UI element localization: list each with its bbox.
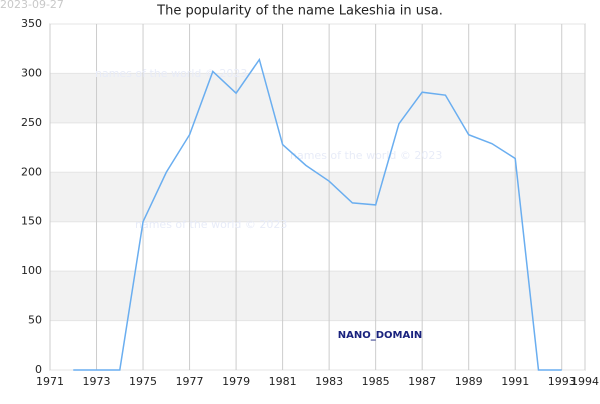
watermark: names of the world © 2023 (135, 218, 287, 231)
y-tick-label: 150 (21, 215, 42, 228)
x-tick-label: 1991 (501, 375, 529, 388)
x-tick-label: 1971 (36, 375, 64, 388)
grid-band (50, 73, 585, 123)
x-tick-label: 1977 (176, 375, 204, 388)
x-tick-label: 1979 (222, 375, 250, 388)
x-tick-label: 1994 (571, 375, 599, 388)
watermark: names of the world © 2023 (290, 149, 442, 162)
x-tick-label: 1989 (455, 375, 483, 388)
x-tick-label: 1987 (408, 375, 436, 388)
y-tick-label: 50 (28, 314, 42, 327)
date: 2023-09-27 (0, 0, 64, 11)
y-tick-label: 0 (35, 363, 42, 376)
y-tick-label: 250 (21, 116, 42, 129)
x-tick-label: 1973 (83, 375, 111, 388)
y-tick-label: 300 (21, 66, 42, 79)
series-line (73, 57, 562, 371)
x-tick-label: 1975 (129, 375, 157, 388)
x-tick-label: 1993 (548, 375, 576, 388)
y-tick-label: 350 (21, 17, 42, 30)
y-tick-label: 100 (21, 264, 42, 277)
watermark: names of the world © 2023 (95, 67, 247, 80)
x-tick-label: 1981 (269, 375, 297, 388)
grid-band (50, 172, 585, 222)
y-tick-label: 200 (21, 165, 42, 178)
chart-title: The popularity of the name Lakeshia in u… (156, 4, 443, 19)
x-tick-label: 1983 (315, 375, 343, 388)
grid-band (50, 271, 585, 321)
x-tick-label: 1985 (362, 375, 390, 388)
domain-label: NANO_DOMAIN (338, 330, 423, 341)
